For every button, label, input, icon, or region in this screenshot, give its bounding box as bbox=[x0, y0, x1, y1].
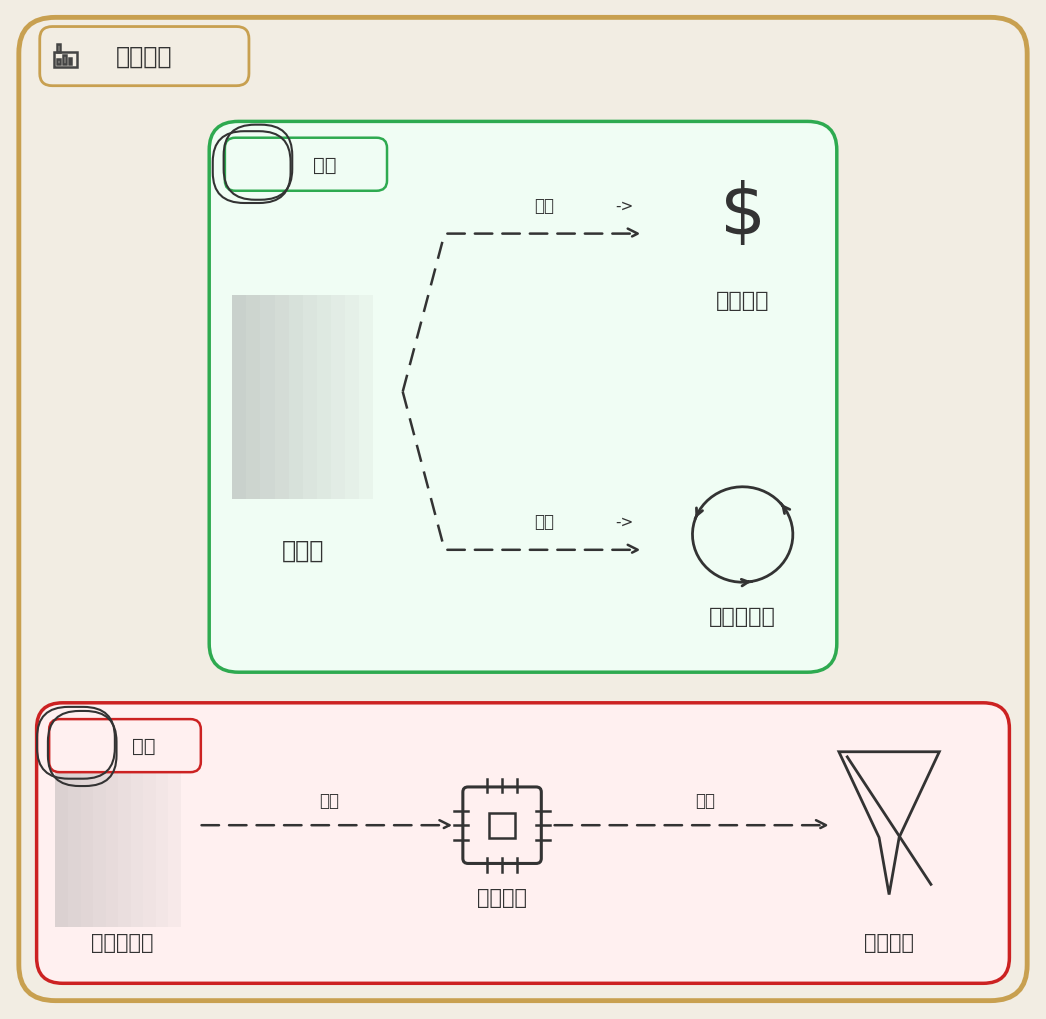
FancyBboxPatch shape bbox=[49, 719, 201, 772]
FancyBboxPatch shape bbox=[168, 769, 181, 927]
FancyBboxPatch shape bbox=[360, 296, 373, 499]
Text: $: $ bbox=[720, 179, 766, 249]
FancyBboxPatch shape bbox=[274, 296, 289, 499]
FancyBboxPatch shape bbox=[93, 769, 106, 927]
Text: 成本降低: 成本降低 bbox=[715, 290, 770, 311]
FancyBboxPatch shape bbox=[289, 296, 303, 499]
FancyBboxPatch shape bbox=[55, 769, 68, 927]
FancyBboxPatch shape bbox=[232, 296, 247, 499]
Text: 影響: 影響 bbox=[533, 197, 554, 215]
FancyBboxPatch shape bbox=[40, 28, 249, 87]
FancyBboxPatch shape bbox=[302, 296, 317, 499]
Text: 影響: 影響 bbox=[533, 513, 554, 531]
Text: 安全風險: 安全風險 bbox=[864, 932, 914, 953]
FancyBboxPatch shape bbox=[131, 769, 143, 927]
Text: 技術依賴: 技術依賴 bbox=[477, 888, 527, 907]
FancyBboxPatch shape bbox=[209, 122, 837, 673]
Text: 智慧製造: 智慧製造 bbox=[116, 45, 173, 69]
Text: ->: -> bbox=[615, 515, 634, 529]
Text: 優點: 優點 bbox=[313, 156, 336, 174]
Text: 缺點: 缺點 bbox=[132, 737, 155, 755]
Text: 高效率: 高效率 bbox=[282, 538, 324, 562]
FancyBboxPatch shape bbox=[225, 139, 387, 192]
FancyBboxPatch shape bbox=[462, 787, 542, 864]
Text: 影響: 影響 bbox=[319, 791, 340, 809]
Text: 影響: 影響 bbox=[695, 791, 714, 809]
FancyBboxPatch shape bbox=[317, 296, 331, 499]
FancyBboxPatch shape bbox=[37, 703, 1009, 983]
Text: 資源最佳化: 資源最佳化 bbox=[709, 606, 776, 627]
FancyBboxPatch shape bbox=[81, 769, 93, 927]
FancyBboxPatch shape bbox=[143, 769, 156, 927]
FancyBboxPatch shape bbox=[106, 769, 118, 927]
FancyBboxPatch shape bbox=[118, 769, 131, 927]
FancyBboxPatch shape bbox=[345, 296, 360, 499]
FancyBboxPatch shape bbox=[156, 769, 168, 927]
FancyBboxPatch shape bbox=[68, 769, 81, 927]
FancyBboxPatch shape bbox=[331, 296, 345, 499]
Text: ->: -> bbox=[615, 199, 634, 213]
FancyBboxPatch shape bbox=[19, 18, 1027, 1001]
FancyBboxPatch shape bbox=[260, 296, 274, 499]
Text: 高初始成本: 高初始成本 bbox=[91, 932, 154, 953]
FancyBboxPatch shape bbox=[247, 296, 260, 499]
